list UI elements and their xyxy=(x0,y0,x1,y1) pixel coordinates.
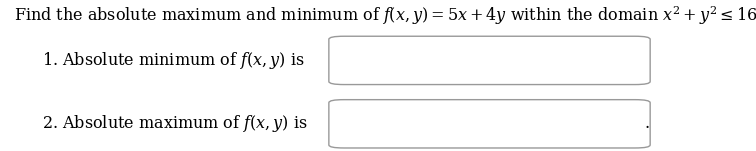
Text: Find the absolute maximum and minimum of $f(x, y) = 5x + 4y$ within the domain $: Find the absolute maximum and minimum of… xyxy=(14,5,756,27)
FancyBboxPatch shape xyxy=(329,100,650,148)
Text: .: . xyxy=(644,115,649,132)
Text: 2. Absolute maximum of $f(x, y)$ is: 2. Absolute maximum of $f(x, y)$ is xyxy=(42,113,308,134)
Text: 1. Absolute minimum of $f(x, y)$ is: 1. Absolute minimum of $f(x, y)$ is xyxy=(42,50,304,71)
FancyBboxPatch shape xyxy=(329,36,650,85)
